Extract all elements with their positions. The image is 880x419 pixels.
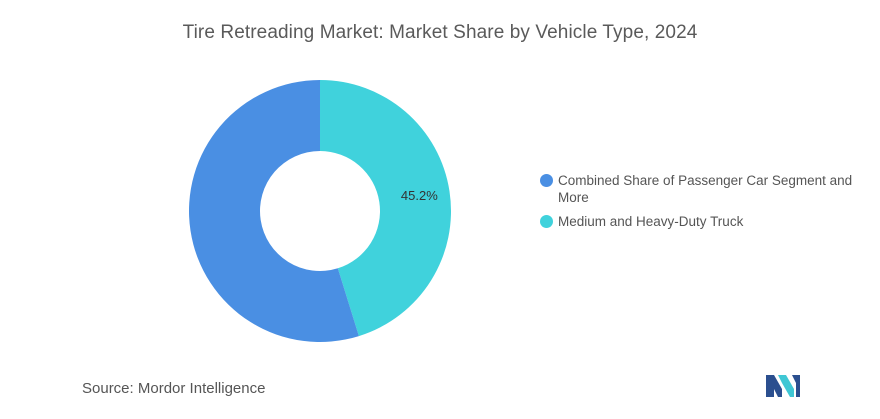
legend-item-heavy-truck: Medium and Heavy-Duty Truck (540, 213, 860, 230)
donut-slice-1 (320, 80, 451, 337)
chart-legend: Combined Share of Passenger Car Segment … (540, 172, 860, 237)
legend-label-passenger-car: Combined Share of Passenger Car Segment … (558, 173, 853, 205)
donut-slice-0 (189, 80, 359, 342)
source-value: Mordor Intelligence (137, 380, 266, 397)
legend-item-passenger-car: Combined Share of Passenger Car Segment … (540, 172, 860, 206)
data-label-1: 45.2% (401, 188, 438, 203)
logo-shape-right (792, 375, 800, 397)
source-line: Source: Mordor Intelligence (82, 380, 265, 397)
chart-title: Tire Retreading Market: Market Share by … (182, 22, 698, 43)
source-label: Source: (82, 380, 134, 397)
legend-swatch-heavy-truck (540, 215, 553, 228)
logo-shape-left (766, 375, 782, 397)
logo-shape-mid (778, 375, 794, 397)
legend-label-heavy-truck: Medium and Heavy-Duty Truck (558, 214, 744, 229)
legend-swatch-passenger-car (540, 174, 553, 187)
mordor-intelligence-logo (766, 375, 800, 397)
